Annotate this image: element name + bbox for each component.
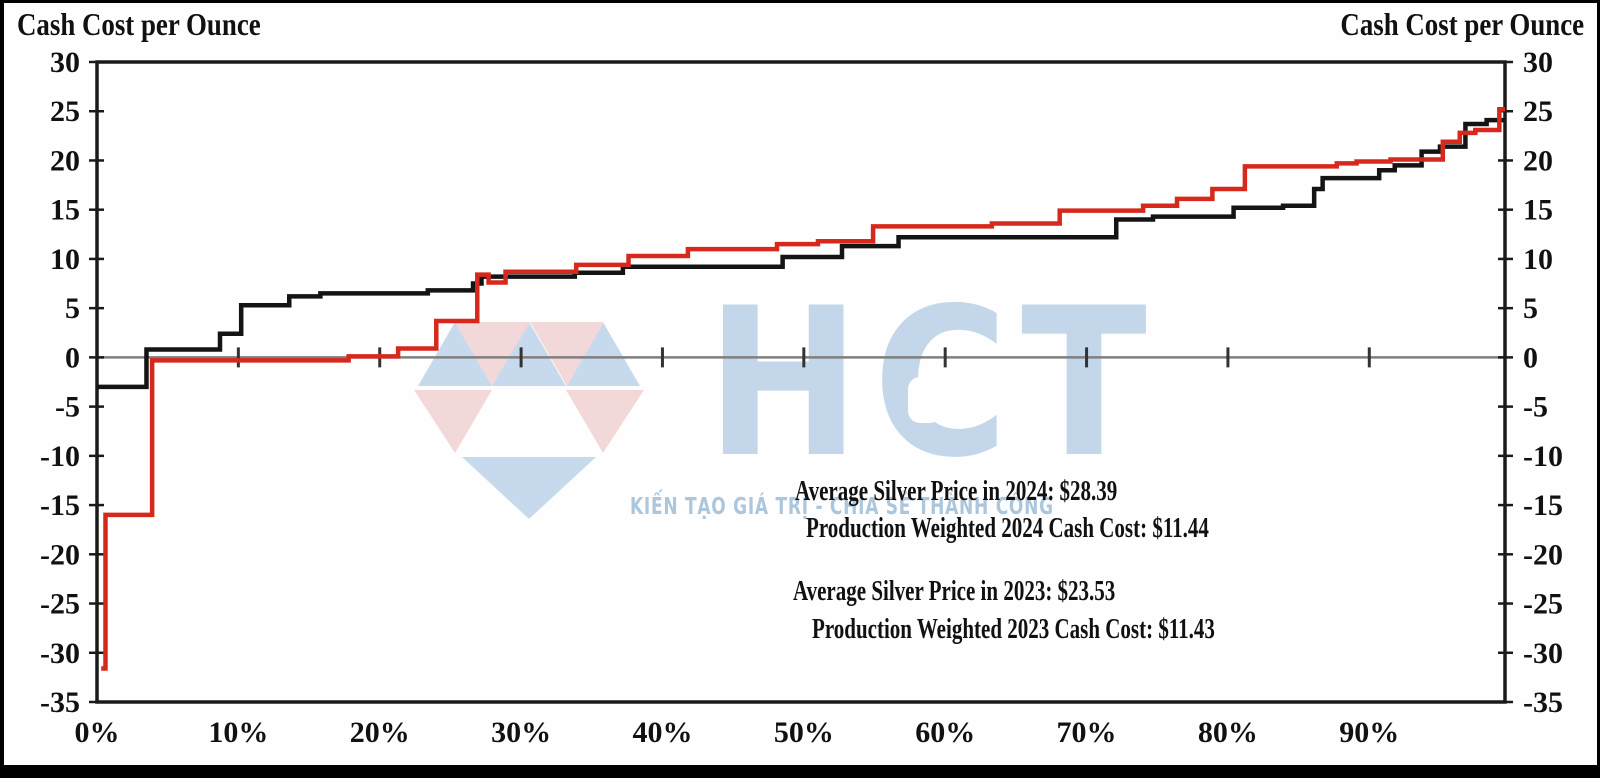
y-tick-label-right: 5 bbox=[1523, 292, 1538, 325]
gem-triangle bbox=[566, 390, 644, 453]
y-tick-label-left: 20 bbox=[50, 144, 80, 177]
gem-triangle bbox=[418, 322, 492, 386]
y-tick-label-right: -20 bbox=[1523, 538, 1563, 571]
gem-triangle bbox=[414, 390, 492, 453]
y-tick-label-left: 25 bbox=[50, 95, 80, 128]
gem-triangle bbox=[455, 322, 530, 386]
image-border-top bbox=[0, 0, 1600, 3]
left-axis-title: Cash Cost per Ounce bbox=[17, 6, 261, 42]
x-tick-label: 80% bbox=[1198, 716, 1258, 749]
y-tick-label-right: 0 bbox=[1523, 341, 1538, 374]
right-axis-title: Cash Cost per Ounce bbox=[1340, 6, 1584, 42]
y-tick-label-right: 15 bbox=[1523, 194, 1553, 227]
watermark-tagline: KIẾN TẠO GIÁ TRỊ - CHIA SẺ THÀNH CÔNG bbox=[630, 494, 1054, 520]
x-tick-label: 60% bbox=[915, 716, 975, 749]
y-tick-label-left: -10 bbox=[40, 440, 80, 473]
image-border-bottom bbox=[0, 765, 1600, 778]
y-tick-label-left: -35 bbox=[40, 686, 80, 719]
gem-triangle bbox=[530, 322, 604, 386]
y-tick-label-left: 10 bbox=[50, 243, 80, 276]
image-border-right bbox=[1597, 0, 1600, 778]
gem-triangle bbox=[566, 322, 640, 386]
annotation-avg-price-2023: Average Silver Price in 2023: $23.53 bbox=[793, 576, 1116, 607]
y-tick-label-right: -30 bbox=[1523, 637, 1563, 670]
y-tick-label-left: -30 bbox=[40, 637, 80, 670]
y-tick-label-right: -15 bbox=[1523, 489, 1563, 522]
gem-bottom-triangle bbox=[462, 457, 596, 519]
y-tick-label-left: 30 bbox=[50, 46, 80, 79]
x-tick-label: 20% bbox=[350, 716, 410, 749]
y-tick-label-left: -25 bbox=[40, 588, 80, 621]
series-black bbox=[97, 117, 1505, 390]
x-tick-label: 50% bbox=[774, 716, 834, 749]
series-red bbox=[101, 107, 1505, 671]
annotation-weighted-cost-2024: Production Weighted 2024 Cash Cost: $11.… bbox=[806, 513, 1209, 544]
y-tick-label-left: -20 bbox=[40, 538, 80, 571]
x-tick-label: 90% bbox=[1339, 716, 1399, 749]
y-tick-label-right: 10 bbox=[1523, 243, 1553, 276]
x-tick-label: 0% bbox=[75, 716, 120, 749]
x-tick-label: 10% bbox=[208, 716, 268, 749]
y-tick-label-right: -35 bbox=[1523, 686, 1563, 719]
y-tick-label-right: 20 bbox=[1523, 144, 1553, 177]
y-tick-label-left: 5 bbox=[65, 292, 80, 325]
y-tick-label-right: -10 bbox=[1523, 440, 1563, 473]
gem-triangle bbox=[492, 322, 566, 386]
x-tick-label: 40% bbox=[632, 716, 692, 749]
y-tick-label-right: -25 bbox=[1523, 588, 1563, 621]
image-border-left bbox=[0, 0, 4, 778]
y-tick-label-left: -5 bbox=[55, 391, 80, 424]
plot-frame bbox=[95, 60, 1507, 704]
y-tick-label-right: 30 bbox=[1523, 46, 1553, 79]
y-tick-label-left: 0 bbox=[65, 341, 80, 374]
y-tick-label-left: 15 bbox=[50, 194, 80, 227]
y-tick-label-left: -15 bbox=[40, 489, 80, 522]
annotation-avg-price-2024: Average Silver Price in 2024: $28.39 bbox=[795, 476, 1118, 507]
watermark-c-dot bbox=[908, 377, 942, 423]
y-tick-label-right: 25 bbox=[1523, 95, 1553, 128]
x-tick-label: 70% bbox=[1057, 716, 1117, 749]
y-tick-label-right: -5 bbox=[1523, 391, 1548, 424]
annotation-weighted-cost-2023: Production Weighted 2023 Cash Cost: $11.… bbox=[812, 614, 1215, 645]
x-tick-label: 30% bbox=[491, 716, 551, 749]
